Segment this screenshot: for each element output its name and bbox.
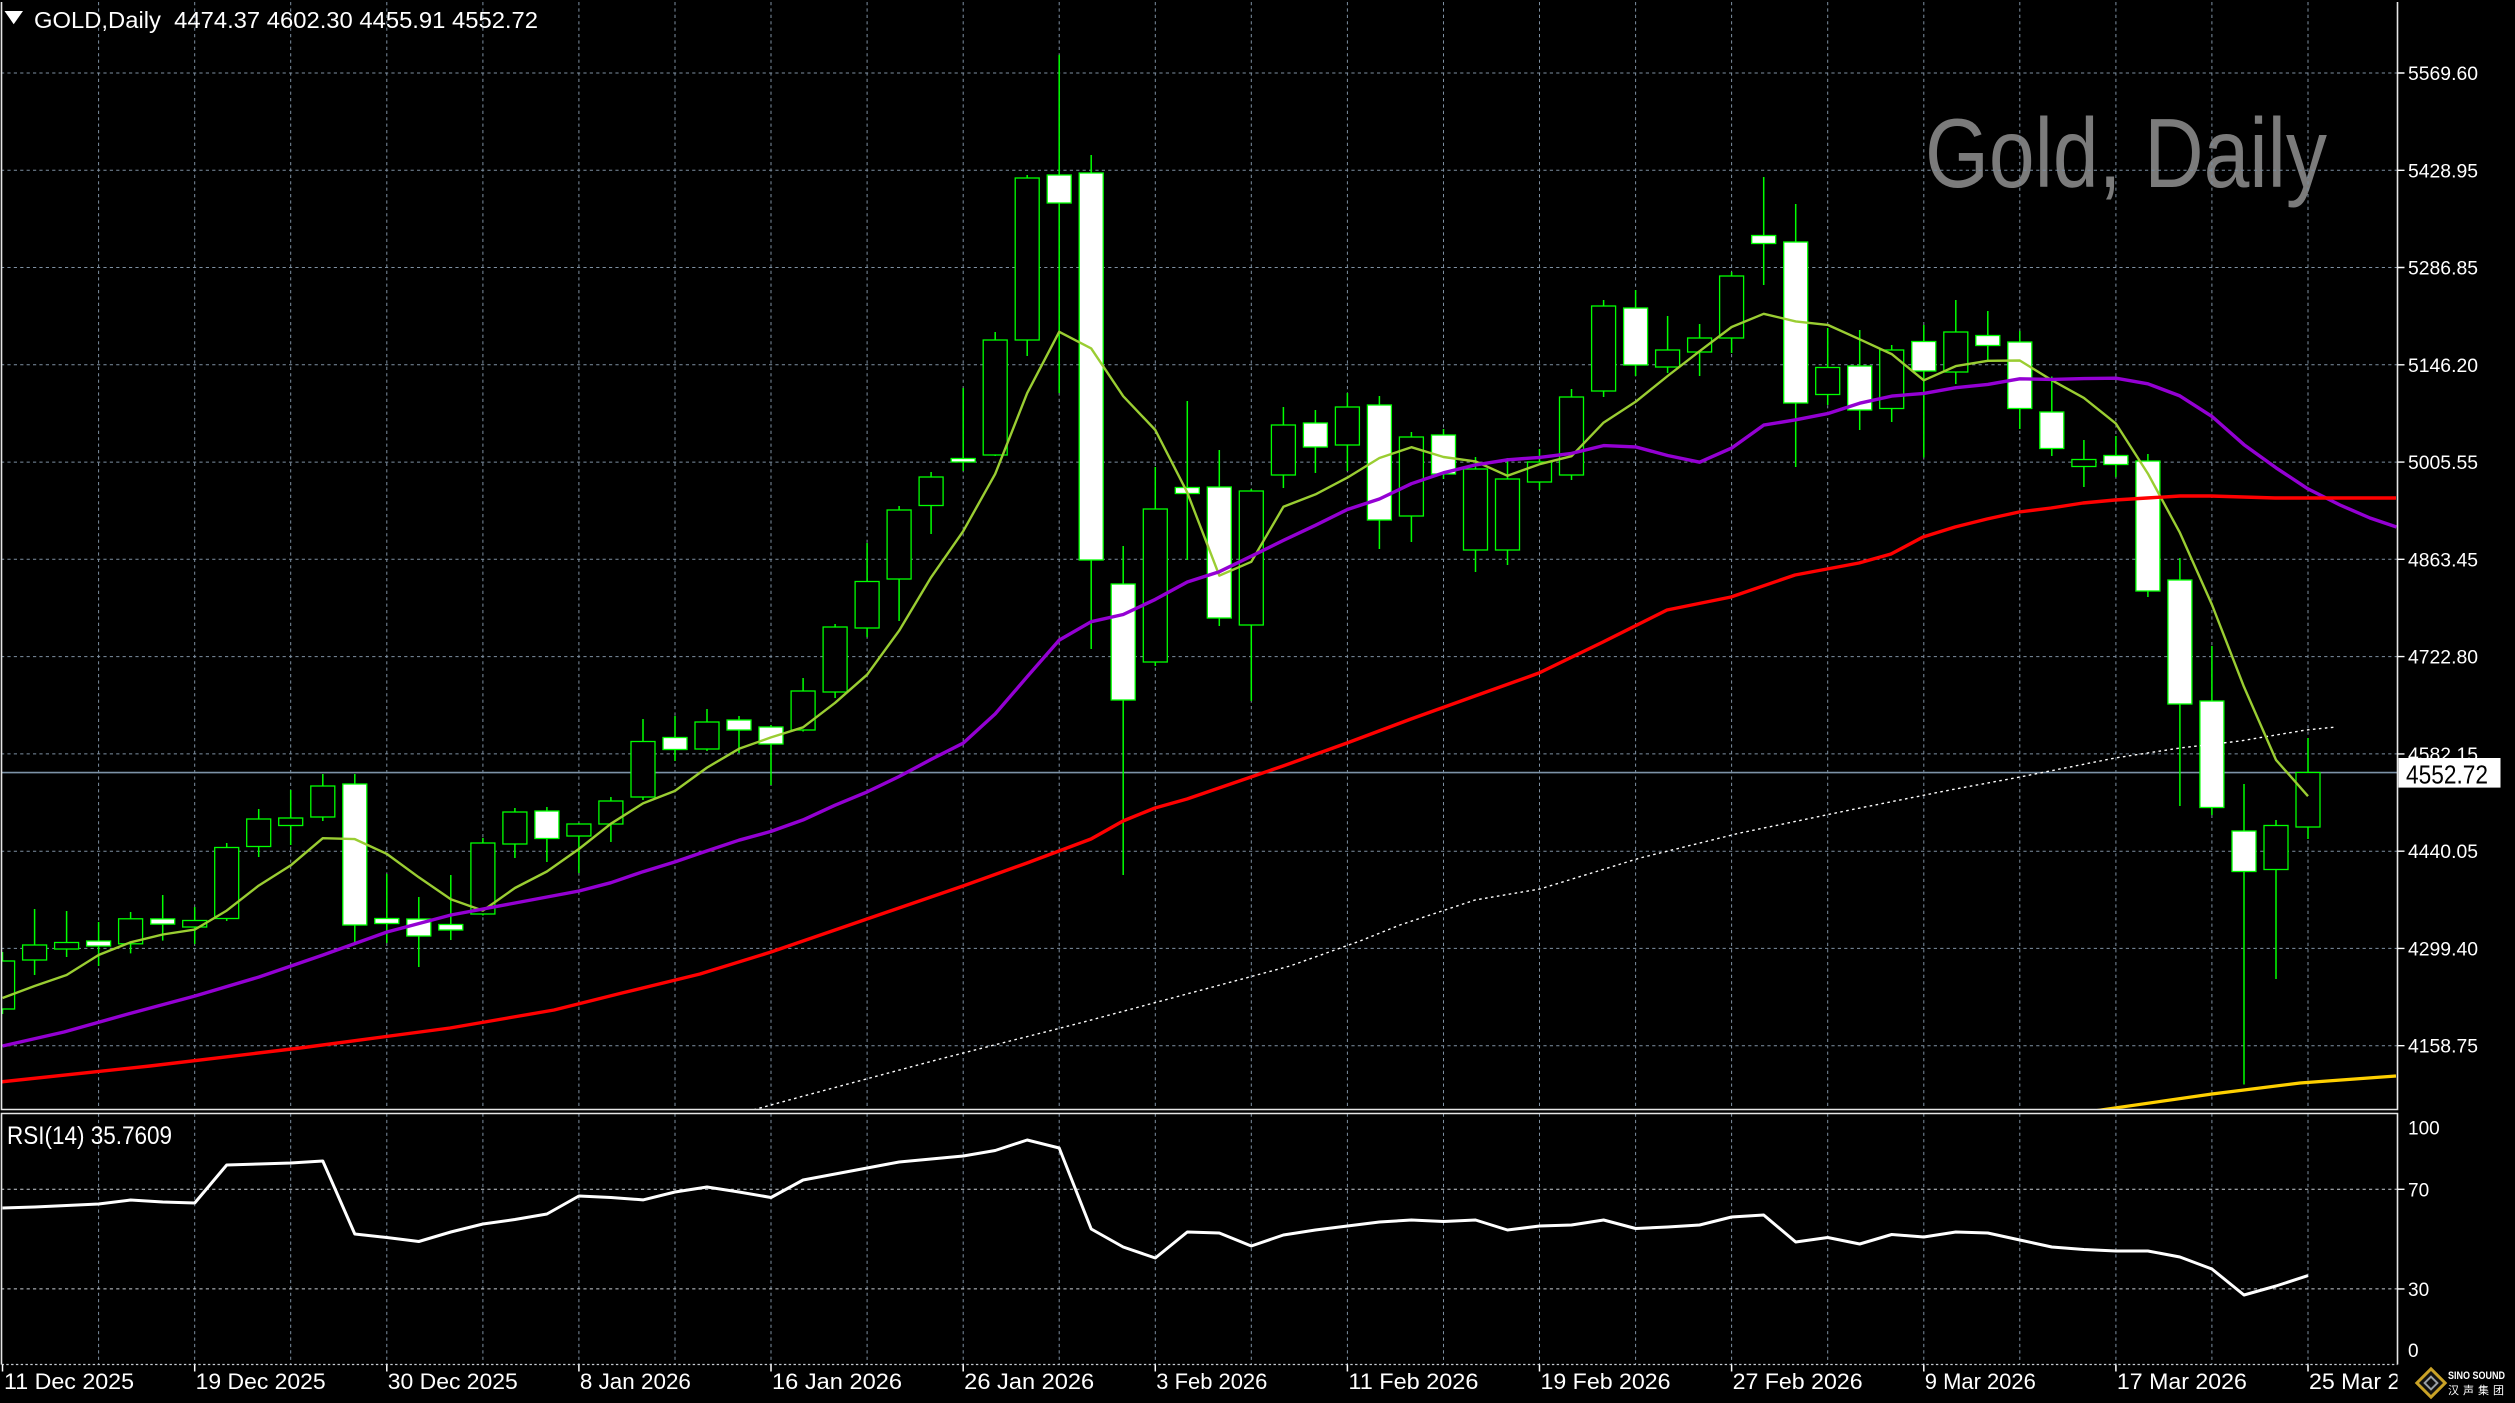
svg-text:5005.55: 5005.55 [2408, 453, 2478, 474]
svg-text:27 Feb 2026: 27 Feb 2026 [1733, 1369, 1863, 1394]
svg-text:9 Mar 2026: 9 Mar 2026 [1925, 1369, 2036, 1394]
svg-text:16 Jan 2026: 16 Jan 2026 [772, 1369, 902, 1394]
svg-text:26 Jan 2026: 26 Jan 2026 [964, 1369, 1094, 1394]
svg-text:5569.60: 5569.60 [2408, 64, 2478, 85]
svg-text:0: 0 [2408, 1341, 2419, 1362]
svg-text:4158.75: 4158.75 [2408, 1037, 2478, 1058]
svg-text:汉声集团: 汉声集团 [2448, 1383, 2508, 1397]
svg-text:11 Feb 2026: 11 Feb 2026 [1348, 1369, 1478, 1394]
svg-text:4722.80: 4722.80 [2408, 648, 2478, 669]
svg-text:4440.05: 4440.05 [2408, 842, 2478, 863]
svg-text:RSI(14) 35.7609: RSI(14) 35.7609 [7, 1122, 172, 1150]
svg-text:4299.40: 4299.40 [2408, 939, 2478, 960]
svg-text:30 Dec 2025: 30 Dec 2025 [388, 1369, 518, 1394]
svg-text:30: 30 [2408, 1280, 2429, 1301]
svg-text:SINO SOUND: SINO SOUND [2448, 1370, 2505, 1382]
svg-text:11 Dec 2025: 11 Dec 2025 [4, 1369, 134, 1394]
svg-text:Gold, Daily: Gold, Daily [1925, 98, 2327, 208]
svg-text:4552.72: 4552.72 [2406, 760, 2488, 790]
svg-text:25 Mar 2026: 25 Mar 2026 [2309, 1369, 2439, 1394]
svg-text:3 Feb 2026: 3 Feb 2026 [1156, 1369, 1267, 1394]
svg-text:70: 70 [2408, 1180, 2429, 1201]
svg-text:19 Feb 2026: 19 Feb 2026 [1541, 1369, 1671, 1394]
svg-text:5428.95: 5428.95 [2408, 161, 2478, 182]
svg-text:17 Mar 2026: 17 Mar 2026 [2117, 1369, 2247, 1394]
svg-text:19 Dec 2025: 19 Dec 2025 [196, 1369, 326, 1394]
svg-text:4863.45: 4863.45 [2408, 550, 2478, 571]
svg-text:8 Jan 2026: 8 Jan 2026 [580, 1369, 691, 1394]
svg-text:GOLD,Daily 4474.37 4602.30 44: GOLD,Daily 4474.37 4602.30 4455.91 4552.… [34, 7, 538, 33]
svg-text:5286.85: 5286.85 [2408, 259, 2478, 280]
svg-text:5146.20: 5146.20 [2408, 356, 2478, 377]
svg-text:100: 100 [2408, 1119, 2440, 1140]
